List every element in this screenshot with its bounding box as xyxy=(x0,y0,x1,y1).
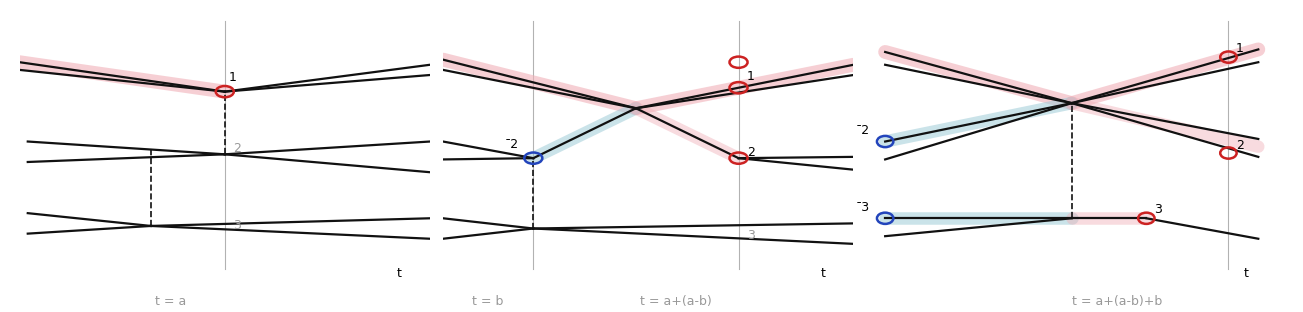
Text: t = a: t = a xyxy=(155,295,186,308)
Text: 3: 3 xyxy=(233,218,241,232)
Text: 3: 3 xyxy=(747,229,754,242)
Text: 3: 3 xyxy=(1154,203,1162,216)
Text: 1: 1 xyxy=(229,71,237,85)
Text: t = a+(a-b): t = a+(a-b) xyxy=(640,295,711,308)
Text: t = a+(a-b)+b: t = a+(a-b)+b xyxy=(1071,295,1162,308)
Text: t = b: t = b xyxy=(472,295,503,308)
Text: ¯2: ¯2 xyxy=(855,124,869,137)
Text: t: t xyxy=(821,267,826,280)
Text: 1: 1 xyxy=(1235,42,1244,55)
Text: ¯2: ¯2 xyxy=(504,138,519,151)
Text: 2: 2 xyxy=(1235,139,1244,152)
Text: 1: 1 xyxy=(747,70,754,83)
Text: t: t xyxy=(397,267,403,280)
Text: t: t xyxy=(1243,267,1248,280)
Text: 2: 2 xyxy=(233,142,241,155)
Text: 2: 2 xyxy=(747,146,754,158)
Text: ¯3: ¯3 xyxy=(855,201,869,214)
